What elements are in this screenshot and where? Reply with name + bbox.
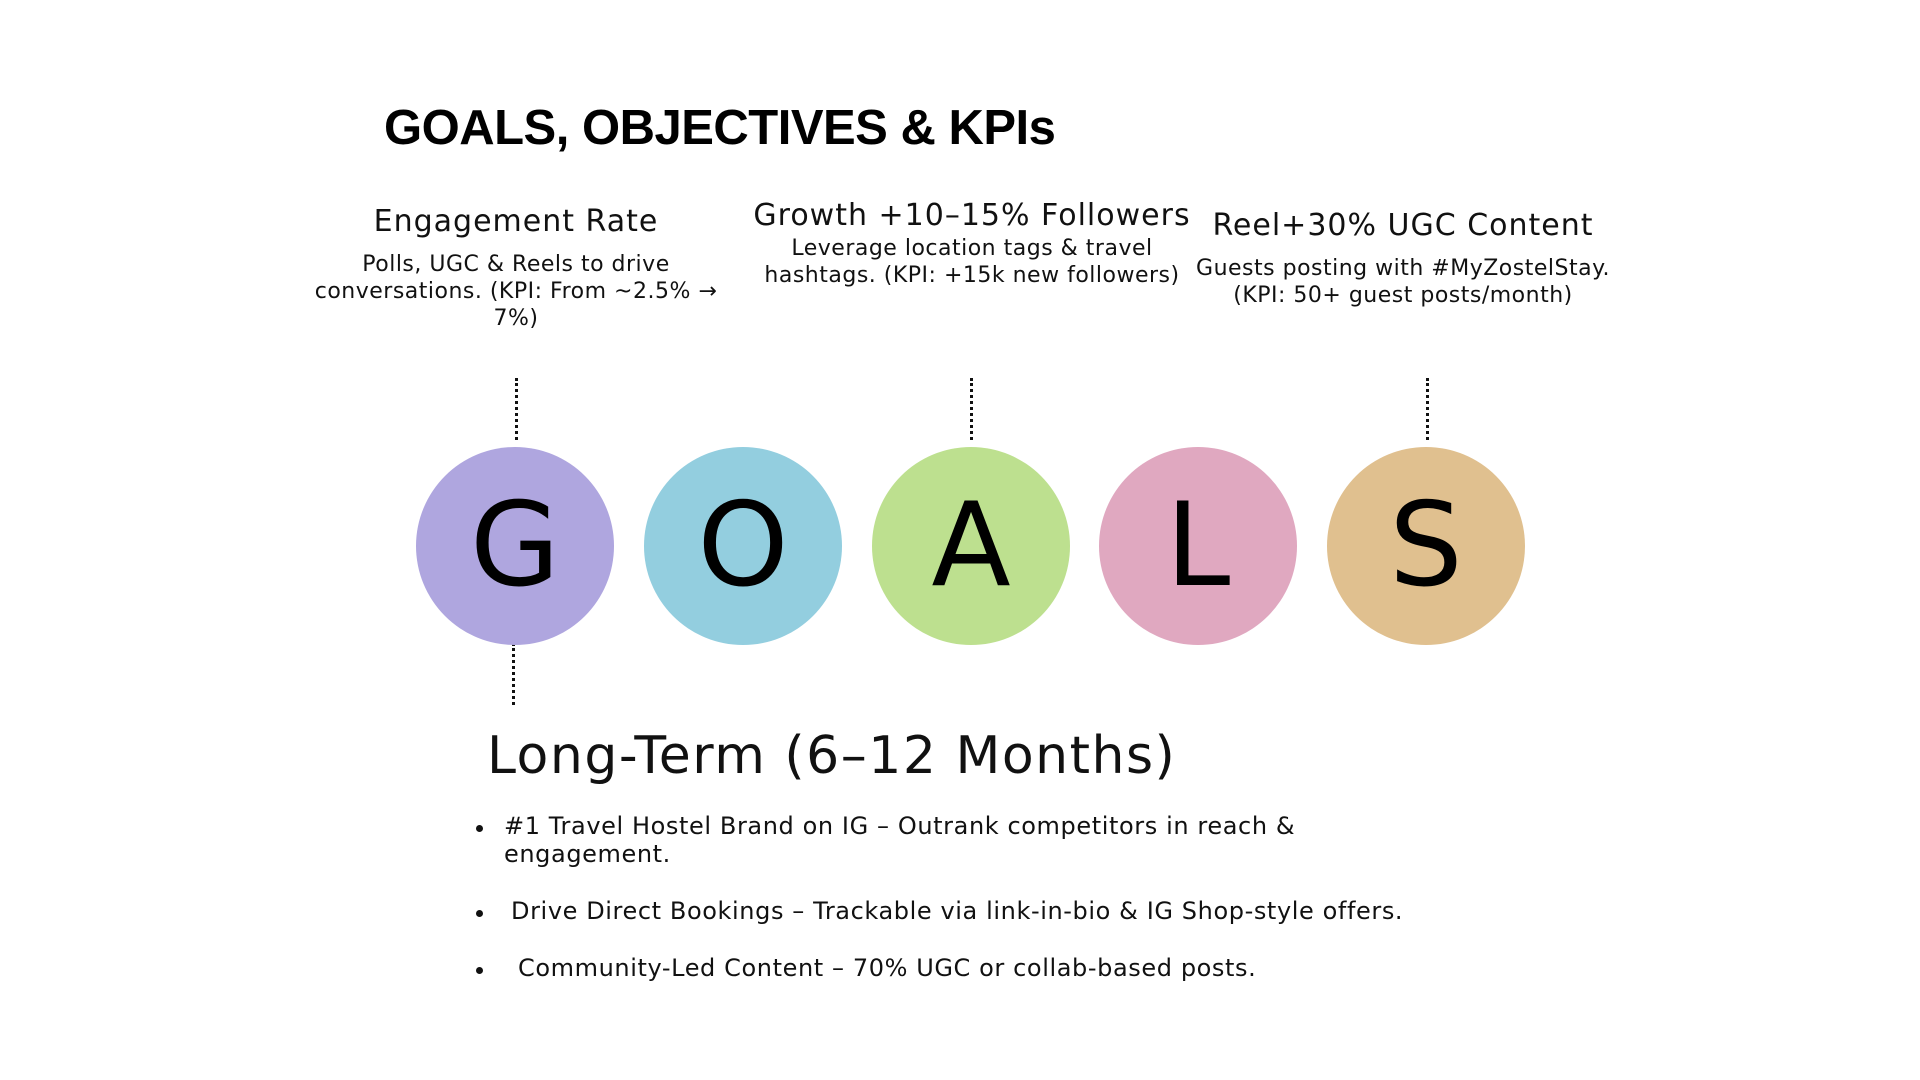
- list-item: Drive Direct Bookings – Trackable via li…: [476, 897, 1436, 925]
- letter-l: L: [1165, 478, 1231, 613]
- goal-engagement: Engagement Rate Polls, UGC & Reels to dr…: [296, 203, 736, 332]
- letter-circle-o: O: [644, 447, 842, 645]
- letter-circle-g: G: [416, 447, 614, 645]
- goal-description: Polls, UGC & Reels to drive conversation…: [314, 252, 718, 331]
- connector-dots-g-bottom: [512, 643, 515, 705]
- letter-g: G: [470, 478, 560, 613]
- list-item-text: Community-Led Content – 70% UGC or colla…: [518, 954, 1257, 982]
- letter-circle-l: L: [1099, 447, 1297, 645]
- connector-dots-a-top: [970, 378, 973, 440]
- connector-dots-g-top: [515, 378, 518, 440]
- list-item: Community-Led Content – 70% UGC or colla…: [476, 954, 1436, 982]
- long-term-list: #1 Travel Hostel Brand on IG – Outrank c…: [476, 812, 1436, 982]
- connector-dots-s-top: [1426, 378, 1429, 440]
- goal-heading: Engagement Rate: [373, 204, 659, 239]
- letter-circle-a: A: [872, 447, 1070, 645]
- list-item: #1 Travel Hostel Brand on IG – Outrank c…: [476, 812, 1436, 868]
- goal-growth: Growth +10–15% Followers Leverage locati…: [752, 197, 1192, 289]
- letter-a: A: [931, 478, 1011, 613]
- goal-description: Guests posting with #MyZostelStay. (KPI:…: [1196, 256, 1610, 308]
- bullet-icon: [476, 967, 483, 974]
- page-title: GOALS, OBJECTIVES & KPIs: [384, 101, 1056, 155]
- goal-description: Leverage location tags & travel hashtags…: [764, 236, 1180, 288]
- bullet-icon: [476, 825, 483, 832]
- letter-o: O: [697, 478, 789, 613]
- list-item-text: #1 Travel Hostel Brand on IG – Outrank c…: [504, 812, 1296, 868]
- list-item-text: Drive Direct Bookings – Trackable via li…: [511, 897, 1404, 925]
- goal-heading: Reel+30% UGC Content: [1212, 208, 1594, 243]
- goal-ugc: Reel+30% UGC Content Guests posting with…: [1183, 207, 1623, 309]
- goal-heading: Growth +10–15% Followers: [753, 198, 1191, 233]
- bullet-icon: [476, 910, 483, 917]
- long-term-title: Long-Term (6–12 Months): [487, 726, 1177, 786]
- letter-s: S: [1389, 478, 1463, 613]
- letter-circle-s: S: [1327, 447, 1525, 645]
